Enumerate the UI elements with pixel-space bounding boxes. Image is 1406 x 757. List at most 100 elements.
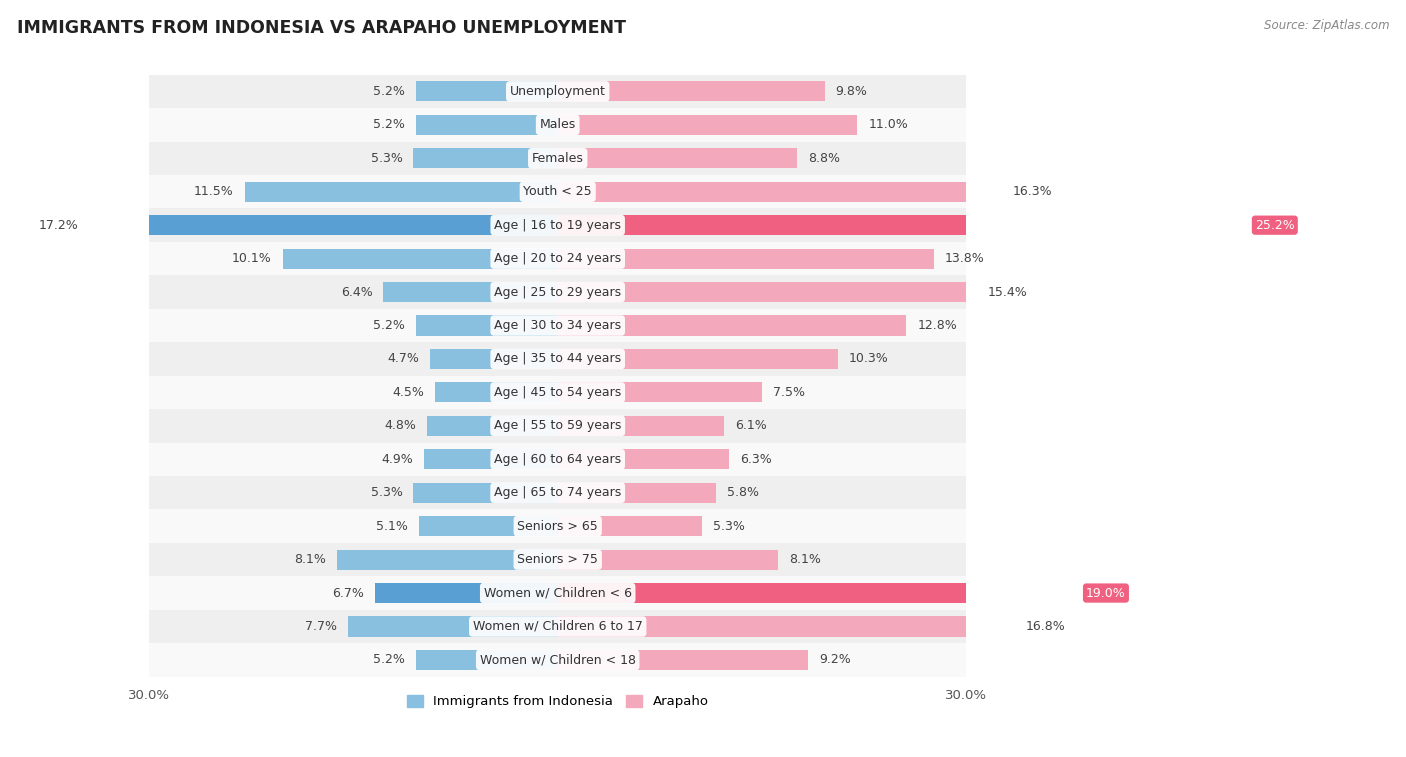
Bar	[558, 382, 762, 403]
Bar	[416, 115, 558, 135]
Bar	[375, 583, 558, 603]
Bar	[0, 208, 966, 242]
Bar	[89, 215, 558, 235]
Bar	[430, 349, 558, 369]
Text: 7.5%: 7.5%	[773, 386, 804, 399]
Text: IMMIGRANTS FROM INDONESIA VS ARAPAHO UNEMPLOYMENT: IMMIGRANTS FROM INDONESIA VS ARAPAHO UNE…	[17, 19, 626, 37]
Bar	[0, 342, 966, 375]
Text: 5.8%: 5.8%	[727, 486, 759, 499]
Bar	[558, 349, 838, 369]
Bar	[0, 276, 966, 309]
Text: 6.7%: 6.7%	[332, 587, 364, 600]
Text: 16.8%: 16.8%	[1026, 620, 1066, 633]
Text: Females: Females	[531, 152, 583, 165]
Text: Source: ZipAtlas.com: Source: ZipAtlas.com	[1264, 19, 1389, 32]
Bar	[558, 316, 907, 335]
Text: 25.2%: 25.2%	[1256, 219, 1295, 232]
Text: 5.2%: 5.2%	[374, 319, 405, 332]
Bar	[558, 550, 779, 569]
Text: 12.8%: 12.8%	[917, 319, 957, 332]
Text: Women w/ Children 6 to 17: Women w/ Children 6 to 17	[472, 620, 643, 633]
Text: 17.2%: 17.2%	[38, 219, 79, 232]
Bar	[413, 483, 558, 503]
Bar	[558, 583, 1076, 603]
Text: 9.8%: 9.8%	[835, 85, 868, 98]
Text: Age | 65 to 74 years: Age | 65 to 74 years	[494, 486, 621, 499]
Bar	[0, 375, 966, 409]
Bar	[425, 449, 558, 469]
Bar	[558, 182, 1001, 202]
Text: 16.3%: 16.3%	[1012, 185, 1052, 198]
Bar	[283, 248, 558, 269]
Text: Males: Males	[540, 118, 576, 132]
Text: 6.1%: 6.1%	[735, 419, 766, 432]
Text: Women w/ Children < 18: Women w/ Children < 18	[479, 653, 636, 666]
Bar	[0, 175, 966, 208]
Text: 4.7%: 4.7%	[387, 353, 419, 366]
Bar	[558, 148, 797, 168]
Text: 6.4%: 6.4%	[340, 285, 373, 298]
Text: 5.2%: 5.2%	[374, 85, 405, 98]
Text: 7.7%: 7.7%	[305, 620, 337, 633]
Bar	[558, 483, 716, 503]
Bar	[0, 75, 966, 108]
Text: 8.8%: 8.8%	[808, 152, 841, 165]
Bar	[558, 81, 824, 101]
Bar	[245, 182, 558, 202]
Bar	[558, 616, 1015, 637]
Bar	[558, 516, 702, 536]
Bar	[558, 650, 808, 670]
Bar	[434, 382, 558, 403]
Bar	[337, 550, 558, 569]
Bar	[0, 543, 966, 576]
Text: 4.5%: 4.5%	[392, 386, 425, 399]
Text: 5.3%: 5.3%	[713, 519, 745, 533]
Bar	[0, 242, 966, 276]
Bar	[558, 215, 1244, 235]
Text: 5.1%: 5.1%	[375, 519, 408, 533]
Bar	[0, 610, 966, 643]
Bar	[419, 516, 558, 536]
Text: Seniors > 75: Seniors > 75	[517, 553, 598, 566]
Bar	[0, 409, 966, 443]
Text: Age | 55 to 59 years: Age | 55 to 59 years	[494, 419, 621, 432]
Text: 19.0%: 19.0%	[1085, 587, 1126, 600]
Text: Age | 16 to 19 years: Age | 16 to 19 years	[495, 219, 621, 232]
Bar	[416, 316, 558, 335]
Text: Seniors > 65: Seniors > 65	[517, 519, 598, 533]
Text: Age | 25 to 29 years: Age | 25 to 29 years	[494, 285, 621, 298]
Text: 5.3%: 5.3%	[371, 152, 402, 165]
Bar	[384, 282, 558, 302]
Bar	[0, 108, 966, 142]
Text: 4.9%: 4.9%	[381, 453, 413, 466]
Text: 5.2%: 5.2%	[374, 653, 405, 666]
Text: 8.1%: 8.1%	[789, 553, 821, 566]
Bar	[0, 476, 966, 509]
Text: Unemployment: Unemployment	[510, 85, 606, 98]
Bar	[416, 650, 558, 670]
Text: 13.8%: 13.8%	[945, 252, 984, 265]
Bar	[558, 115, 858, 135]
Bar	[0, 142, 966, 175]
Text: Women w/ Children < 6: Women w/ Children < 6	[484, 587, 631, 600]
Text: 4.8%: 4.8%	[384, 419, 416, 432]
Text: 8.1%: 8.1%	[294, 553, 326, 566]
Text: 10.1%: 10.1%	[232, 252, 271, 265]
Text: 15.4%: 15.4%	[988, 285, 1028, 298]
Bar	[558, 416, 724, 436]
Bar	[0, 509, 966, 543]
Text: 10.3%: 10.3%	[849, 353, 889, 366]
Bar	[0, 309, 966, 342]
Bar	[0, 576, 966, 610]
Text: 6.3%: 6.3%	[740, 453, 772, 466]
Text: 11.5%: 11.5%	[194, 185, 233, 198]
Bar	[558, 449, 730, 469]
Text: 9.2%: 9.2%	[820, 653, 851, 666]
Bar	[558, 282, 977, 302]
Text: Age | 60 to 64 years: Age | 60 to 64 years	[494, 453, 621, 466]
Text: 5.2%: 5.2%	[374, 118, 405, 132]
Text: Youth < 25: Youth < 25	[523, 185, 592, 198]
Legend: Immigrants from Indonesia, Arapaho: Immigrants from Indonesia, Arapaho	[402, 690, 714, 714]
Bar	[0, 643, 966, 677]
Text: Age | 30 to 34 years: Age | 30 to 34 years	[494, 319, 621, 332]
